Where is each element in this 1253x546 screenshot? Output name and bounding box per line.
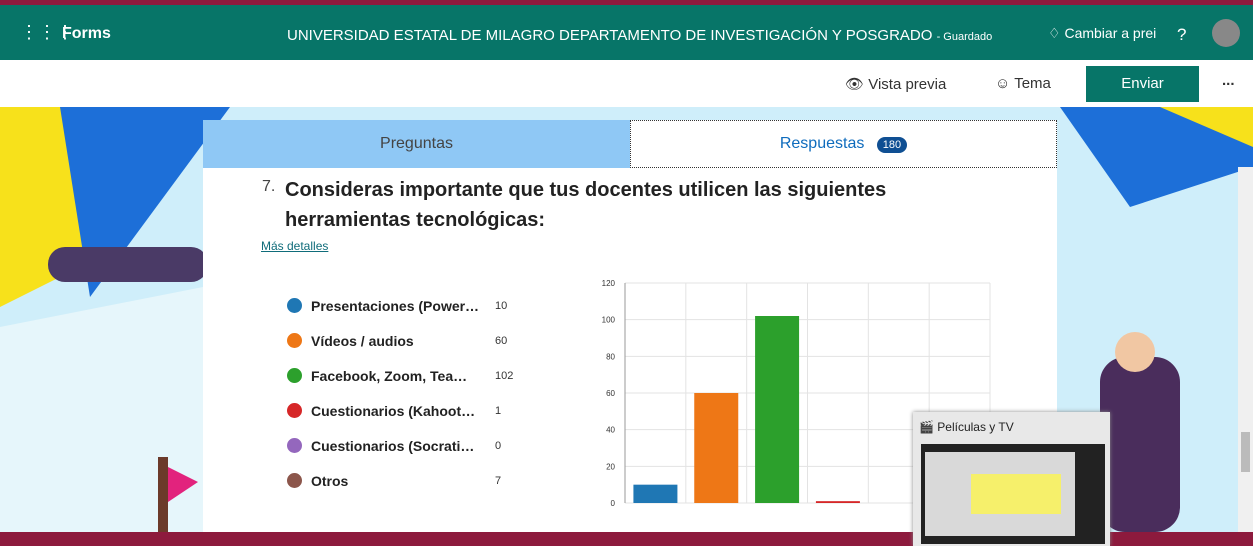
legend-dot — [287, 368, 302, 383]
save-status: - Guardado — [936, 31, 993, 43]
legend-value: 60 — [495, 335, 508, 347]
legend: Presentaciones (Power… 10 Vídeos / audios 6… — [287, 296, 547, 496]
questions-tab[interactable]: Preguntas — [203, 120, 630, 168]
video-popup[interactable]: 🎬 Películas y TV — [913, 412, 1110, 546]
y-tick-label: 80 — [606, 352, 615, 361]
legend-label: Otros — [311, 473, 349, 489]
legend-dot — [287, 333, 302, 348]
legend-label: Cuestionarios (Kahoot… — [311, 403, 476, 419]
question-number: 7. — [262, 178, 276, 195]
legend-label: Facebook, Zoom, Tea… — [311, 368, 468, 384]
question-title: Consideras importante que tus docentes u… — [285, 179, 887, 231]
popup-title-text: Películas y TV — [937, 420, 1014, 434]
form-title: UNIVERSIDAD ESTATAL DE MILAGRO DEPARTAME… — [287, 27, 992, 44]
popup-title: 🎬 Películas y TV — [919, 420, 1014, 434]
toolbar: 👁 Vista previa ☺ Tema Enviar ... — [0, 60, 1253, 107]
legend-item: Facebook, Zoom, Tea… 102 — [287, 366, 547, 386]
upgrade-text: Cambiar a prei — [1064, 25, 1157, 41]
y-tick-label: 100 — [602, 316, 616, 325]
details-link[interactable]: Más detalles — [261, 239, 329, 253]
y-tick-label: 120 — [602, 279, 616, 288]
video-frame — [921, 444, 1105, 544]
legend-value: 1 — [495, 405, 502, 417]
more-button[interactable]: ... — [1222, 72, 1235, 89]
responses-tab[interactable]: Respuestas 180 — [630, 120, 1057, 168]
responses-text: Respuestas — [779, 135, 865, 152]
preview-text: Vista previa — [868, 76, 947, 93]
legend-dot — [287, 438, 302, 453]
help-button[interactable]: ? — [1177, 25, 1187, 44]
background-art — [0, 107, 1253, 532]
theme-button[interactable]: ☺ Tema — [995, 75, 1051, 92]
legend-value: 7 — [495, 475, 502, 487]
legend-dot — [287, 403, 302, 418]
bar — [633, 484, 678, 503]
app-launcher[interactable]: ⋮⋮⋮ — [20, 22, 74, 42]
legend-label: Presentaciones (Power… — [311, 298, 480, 314]
legend-dot — [287, 473, 302, 488]
response-count: 180 — [876, 137, 908, 153]
preview-button[interactable]: 👁 Vista previa — [845, 76, 947, 93]
bar — [815, 501, 860, 503]
legend-item: Otros 7 — [287, 471, 547, 491]
bar — [755, 316, 800, 503]
legend-item: Cuestionarios (Kahoot… 1 — [287, 401, 547, 421]
legend-value: 102 — [495, 370, 514, 382]
bar-chart: 0 20 40 60 80 100 120 — [602, 279, 991, 508]
legend-label: Vídeos / audios — [311, 333, 414, 349]
y-tick-label: 20 — [606, 462, 615, 471]
legend-label: Cuestionarios (Socrati… — [311, 438, 475, 454]
bar — [694, 393, 739, 503]
legend-dot — [287, 298, 302, 313]
legend-value: 10 — [495, 300, 508, 312]
legend-item: Vídeos / audios 60 — [287, 331, 547, 351]
legend-item: Presentaciones (Power… 10 — [287, 296, 547, 316]
title-text: UNIVERSIDAD ESTATAL DE MILAGRO DEPARTAME… — [287, 27, 933, 44]
app-name[interactable]: Forms — [62, 25, 111, 42]
legend-value: 0 — [495, 440, 502, 452]
y-tick-label: 60 — [606, 389, 615, 398]
legend-item: Cuestionarios (Socrati… 0 — [287, 436, 547, 456]
y-tick-label: 0 — [611, 499, 616, 508]
avatar[interactable] — [1212, 19, 1240, 47]
send-button[interactable]: Enviar — [1086, 66, 1199, 102]
upgrade-button[interactable]: ♢ Cambiar a prei — [1048, 25, 1157, 41]
theme-text: Tema — [1014, 75, 1051, 92]
video-highlight — [971, 474, 1061, 514]
y-tick-label: 40 — [606, 426, 615, 435]
top-bar: ⋮⋮⋮ Forms UNIVERSIDAD ESTATAL DE MILAGRO… — [0, 0, 1253, 60]
